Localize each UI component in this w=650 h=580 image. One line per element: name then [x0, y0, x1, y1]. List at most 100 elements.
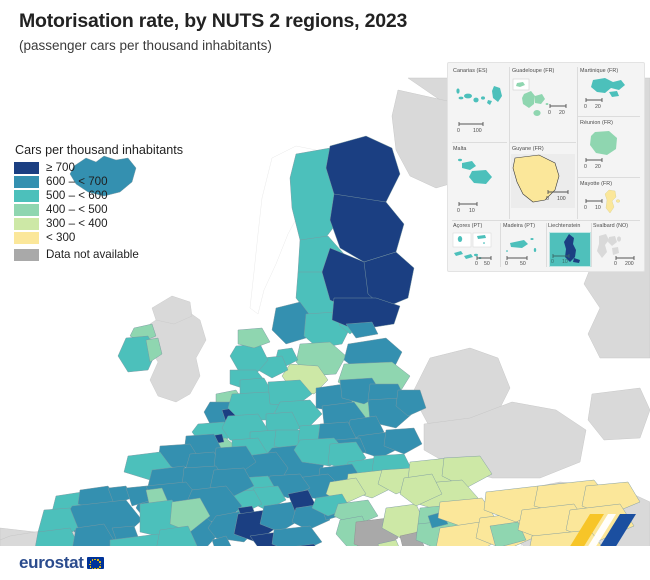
mayotte-shapes — [604, 189, 620, 214]
scalebar-max: 10 — [595, 205, 601, 211]
scalebar — [585, 97, 603, 103]
region-tr-orta-anadolu[interactable] — [489, 521, 527, 549]
svalbard-shapes — [597, 234, 621, 258]
scalebar-max: 20 — [595, 164, 601, 170]
legend-label: 600 – < 700 — [46, 174, 108, 188]
scalebar-zero: 0 — [548, 110, 551, 116]
inset-martinique[interactable]: Martinique (FR) 0 20 — [579, 67, 640, 115]
legend-item-400[interactable]: 400 – < 500 — [14, 203, 183, 216]
scalebar-max: 10 — [562, 259, 568, 265]
inset-mayotte[interactable]: Mayotte (FR) 0 10 — [579, 180, 640, 218]
scalebar-zero: 0 — [457, 128, 460, 134]
region-ie-east[interactable] — [145, 337, 163, 363]
legend-swatch — [14, 189, 39, 202]
region-es-cataluna[interactable] — [169, 497, 211, 533]
legend-swatch — [14, 175, 39, 188]
scalebar-max: 50 — [484, 261, 490, 267]
region-pl-podkarpackie[interactable] — [383, 427, 423, 455]
inset-divider — [577, 67, 578, 219]
scalebar — [549, 103, 567, 109]
inset-label: Madeira (PT) — [503, 223, 536, 229]
scalebar-zero: 0 — [551, 259, 554, 265]
inset-label: Martinique (FR) — [580, 68, 619, 74]
inset-guadeloupe[interactable]: Guadeloupe (FR) 0 20 — [511, 67, 575, 141]
scalebar-max: 100 — [473, 128, 482, 134]
legend-item-nodata[interactable]: Data not available — [14, 248, 183, 261]
region-iceland[interactable] — [69, 155, 137, 197]
region-fi-helsinki[interactable] — [345, 321, 379, 339]
scalebar — [476, 255, 492, 261]
region-outside-caucasus — [587, 387, 650, 441]
madeira-shapes — [506, 238, 537, 252]
scalebar-zero: 0 — [584, 205, 587, 211]
inset-liechtenstein[interactable]: Liechtenstein 0 10 — [548, 223, 591, 267]
legend-title: Cars per thousand inhabitants — [15, 143, 184, 157]
legend-swatch — [14, 217, 39, 230]
region-uk-scotland — [151, 295, 193, 325]
region-ro-est[interactable] — [441, 455, 493, 489]
region-dk-nordjylland[interactable] — [237, 327, 271, 349]
region-pl-podlaskie[interactable] — [395, 389, 427, 417]
scalebar — [615, 255, 635, 261]
scalebar — [458, 121, 484, 127]
scalebar-zero: 0 — [614, 261, 617, 267]
inset-label: Liechtenstein — [548, 223, 581, 229]
scalebar — [585, 157, 603, 163]
legend-item-600[interactable]: 600 – < 700 — [14, 175, 183, 188]
scalebar — [552, 253, 570, 259]
region-fi-etela[interactable] — [331, 297, 401, 331]
footer: eurostat — [0, 546, 650, 580]
acores-shapes — [452, 232, 492, 259]
region-de-mecklenburg[interactable] — [267, 379, 313, 407]
legend-label: 300 – < 400 — [46, 216, 108, 230]
legend-item-under300[interactable]: < 300 — [14, 231, 183, 244]
region-fr-grandest[interactable] — [213, 445, 257, 477]
scalebar-max: 20 — [595, 104, 601, 110]
inset-divider — [509, 67, 510, 219]
scalebar — [506, 255, 528, 261]
scalebar-max: 50 — [520, 261, 526, 267]
legend: Cars per thousand inhabitants ≥ 700 600 … — [14, 143, 183, 262]
inset-divider — [578, 116, 640, 117]
inset-label: Mayotte (FR) — [580, 181, 613, 187]
region-ro-vest[interactable] — [399, 473, 443, 507]
inset-label: Svalbard (NO) — [593, 223, 629, 229]
inset-reunion[interactable]: Réunion (FR) 0 20 — [579, 119, 640, 176]
eu-flag-icon — [86, 557, 104, 570]
legend-swatch — [14, 203, 39, 216]
legend-label: < 300 — [46, 230, 76, 244]
page-subtitle: (passenger cars per thousand inhabitants… — [19, 38, 272, 53]
inset-divider — [591, 223, 592, 267]
inset-malta[interactable]: Malta 0 10 — [452, 145, 507, 217]
legend-label: 500 – < 600 — [46, 188, 108, 202]
scalebar-zero: 0 — [584, 104, 587, 110]
eurostat-logo: eurostat — [19, 553, 104, 573]
malta-shapes — [458, 158, 492, 184]
legend-item-500[interactable]: 500 – < 600 — [14, 189, 183, 202]
inset-guyane[interactable]: Guyane (FR) 0 100 — [511, 145, 575, 217]
scalebar-max: 10 — [469, 208, 475, 214]
legend-swatch — [14, 231, 39, 244]
inset-madeira[interactable]: Madeira (PT) 0 50 — [502, 223, 545, 267]
inset-label: Canarias (ES) — [453, 68, 488, 74]
inset-label: Açores (PT) — [453, 223, 483, 229]
legend-swatch — [14, 248, 39, 261]
legend-item-700[interactable]: ≥ 700 — [14, 161, 183, 174]
legend-item-300[interactable]: 300 – < 400 — [14, 217, 183, 230]
region-ie-south[interactable] — [117, 335, 157, 373]
region-fi-ita[interactable] — [363, 251, 415, 309]
inset-label: Malta — [453, 146, 467, 152]
inset-divider — [578, 177, 640, 178]
inset-divider — [500, 223, 501, 267]
inset-divider — [452, 142, 507, 143]
inset-panel[interactable]: Canarias (ES) 0 100 Malta — [447, 62, 645, 272]
inset-acores[interactable]: Açores (PT) 0 50 — [452, 223, 499, 267]
scalebar-zero: 0 — [584, 164, 587, 170]
region-it-lombardia[interactable] — [259, 501, 301, 533]
inset-canarias[interactable]: Canarias (ES) 0 100 — [452, 67, 507, 141]
inset-svalbard[interactable]: Svalbard (NO) 0 200 — [593, 223, 641, 267]
scalebar — [547, 189, 569, 195]
guadeloupe-shapes — [512, 78, 549, 116]
inset-divider — [452, 220, 640, 221]
